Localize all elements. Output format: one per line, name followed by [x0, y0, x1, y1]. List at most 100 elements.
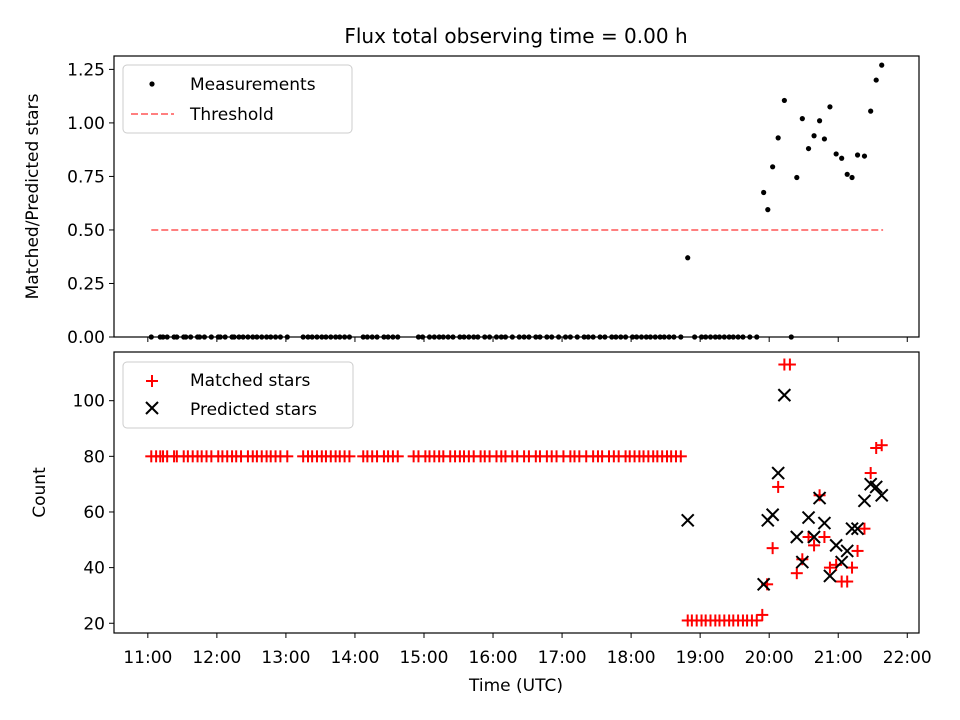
x-tick-label: 17:00	[538, 648, 587, 668]
matched-star-point	[281, 450, 294, 463]
legend-matched-label: Matched stars	[190, 371, 310, 391]
measurement-point	[827, 104, 833, 110]
matched-star-point	[674, 450, 687, 463]
legend-measurements-label: Measurements	[190, 75, 316, 95]
bottom-plot-frame	[113, 351, 920, 634]
top-y-axis-label: Matched/Predicted stars	[23, 93, 43, 299]
top-x-ticks	[147, 337, 908, 342]
measurement-point	[821, 136, 828, 142]
predicted-star-point	[850, 521, 865, 536]
predicted-star-point	[823, 569, 837, 583]
bottom-panel: 20 40 60 80 100 11:00 12:00 13:00 14:00 15:00 16:…	[30, 351, 932, 696]
matched-star-point	[875, 439, 888, 452]
matched-star-point	[756, 608, 769, 621]
bottom-plot-marks	[145, 358, 889, 627]
matched-star-point	[783, 358, 796, 371]
matched-star-point	[851, 544, 864, 557]
top-y-tick-label: 1.25	[67, 60, 105, 80]
measurement-point	[854, 152, 861, 158]
matched-star-point	[343, 450, 356, 463]
measurement-point	[794, 174, 800, 181]
measurement-point	[849, 174, 855, 181]
top-plot-marks	[148, 62, 885, 340]
predicted-star-point	[771, 466, 785, 480]
top-panel: 0.00 0.25 0.50 0.75 1.00 1.25 Matched/Predict…	[23, 55, 920, 348]
predicted-star-point	[857, 494, 872, 508]
x-tick-label: 13:00	[261, 648, 310, 668]
x-tick-label: 21:00	[814, 648, 863, 668]
predicted-star-point	[840, 544, 854, 558]
measurement-point	[844, 171, 850, 177]
matched-star-point	[391, 450, 404, 463]
matched-star-point	[841, 575, 854, 588]
bottom-legend: Matched stars Predicted stars	[122, 361, 354, 429]
measurement-point	[839, 155, 845, 161]
predicted-star-point	[801, 510, 816, 525]
predicted-star-point	[790, 530, 804, 544]
top-y-tick-label: 0.25	[67, 274, 105, 294]
top-y-tick-label: 0.50	[67, 221, 105, 241]
predicted-star-point	[681, 513, 695, 528]
predicted-star-point	[812, 491, 827, 505]
measurement-point	[868, 108, 874, 114]
predicted-star-point	[756, 577, 771, 592]
top-legend-frame	[122, 64, 353, 134]
measurement-point	[833, 151, 839, 157]
x-tick-label: 12:00	[192, 648, 241, 668]
predicted-star-point	[765, 508, 780, 522]
x-tick-label: 14:00	[330, 648, 379, 668]
legend-predicted-label: Predicted stars	[190, 400, 317, 420]
predicted-star-point	[869, 480, 883, 494]
measurement-point	[861, 153, 868, 159]
predicted-star-point	[845, 521, 859, 536]
matched-star-point	[818, 531, 831, 544]
measurement-point	[781, 97, 787, 104]
top-y-tick-label: 0.75	[67, 167, 105, 187]
matched-star-point	[766, 542, 779, 555]
x-tick-label: 20:00	[745, 648, 794, 668]
legend-measurements-marker	[149, 81, 155, 87]
predicted-star-point	[817, 516, 832, 530]
x-tick-label: 16:00	[469, 648, 518, 668]
matched-star-point	[823, 561, 836, 574]
predicted-star-point	[807, 530, 821, 544]
predicted-star-point	[795, 555, 810, 569]
bottom-y-axis-label: Count	[30, 467, 50, 518]
measurement-point	[879, 62, 885, 68]
measurement-point	[811, 133, 817, 139]
measurement-point	[775, 135, 781, 141]
bottom-legend-frame	[122, 361, 354, 429]
x-tick-label: 22:00	[883, 648, 932, 668]
matched-star-point	[870, 441, 883, 454]
bottom-x-axis: 11:00 12:00 13:00 14:00 15:00 16:00 17:00 18:00…	[123, 633, 932, 668]
bottom-y-axis: 20 40 60 80 100	[73, 392, 114, 634]
bottom-y-tick-label: 60	[83, 503, 105, 523]
matched-star-point	[750, 614, 763, 627]
bottom-y-tick-label: 100	[73, 392, 105, 412]
matched-star-point	[802, 531, 815, 544]
bottom-y-tick-label: 20	[83, 614, 105, 634]
x-axis-label: Time (UTC)	[468, 676, 563, 696]
measurement-point	[805, 145, 812, 152]
measurement-point	[770, 164, 776, 170]
predicted-star-point	[829, 538, 843, 553]
measurement-point	[685, 255, 691, 261]
predicted-star-point	[875, 488, 889, 502]
measurement-point	[761, 189, 767, 196]
matched-star-point	[864, 467, 877, 480]
measurement-point	[873, 77, 879, 83]
top-plot-frame	[113, 55, 920, 338]
measurement-point	[816, 118, 823, 124]
predicted-star-point	[834, 555, 849, 569]
top-y-tick-label: 1.00	[67, 114, 105, 134]
top-y-tick-label: 0.00	[67, 328, 105, 348]
x-tick-label: 15:00	[399, 648, 448, 668]
legend-threshold-label: Threshold	[189, 105, 274, 125]
matched-star-point	[808, 539, 821, 552]
matched-star-point	[772, 480, 785, 493]
top-y-axis: 0.00 0.25 0.50 0.75 1.00 1.25	[67, 60, 114, 348]
bottom-y-tick-label: 80	[83, 447, 105, 467]
x-tick-label: 19:00	[676, 648, 725, 668]
bottom-y-tick-label: 40	[83, 559, 105, 579]
chart-title: Flux total observing time = 0.00 h	[344, 24, 687, 48]
